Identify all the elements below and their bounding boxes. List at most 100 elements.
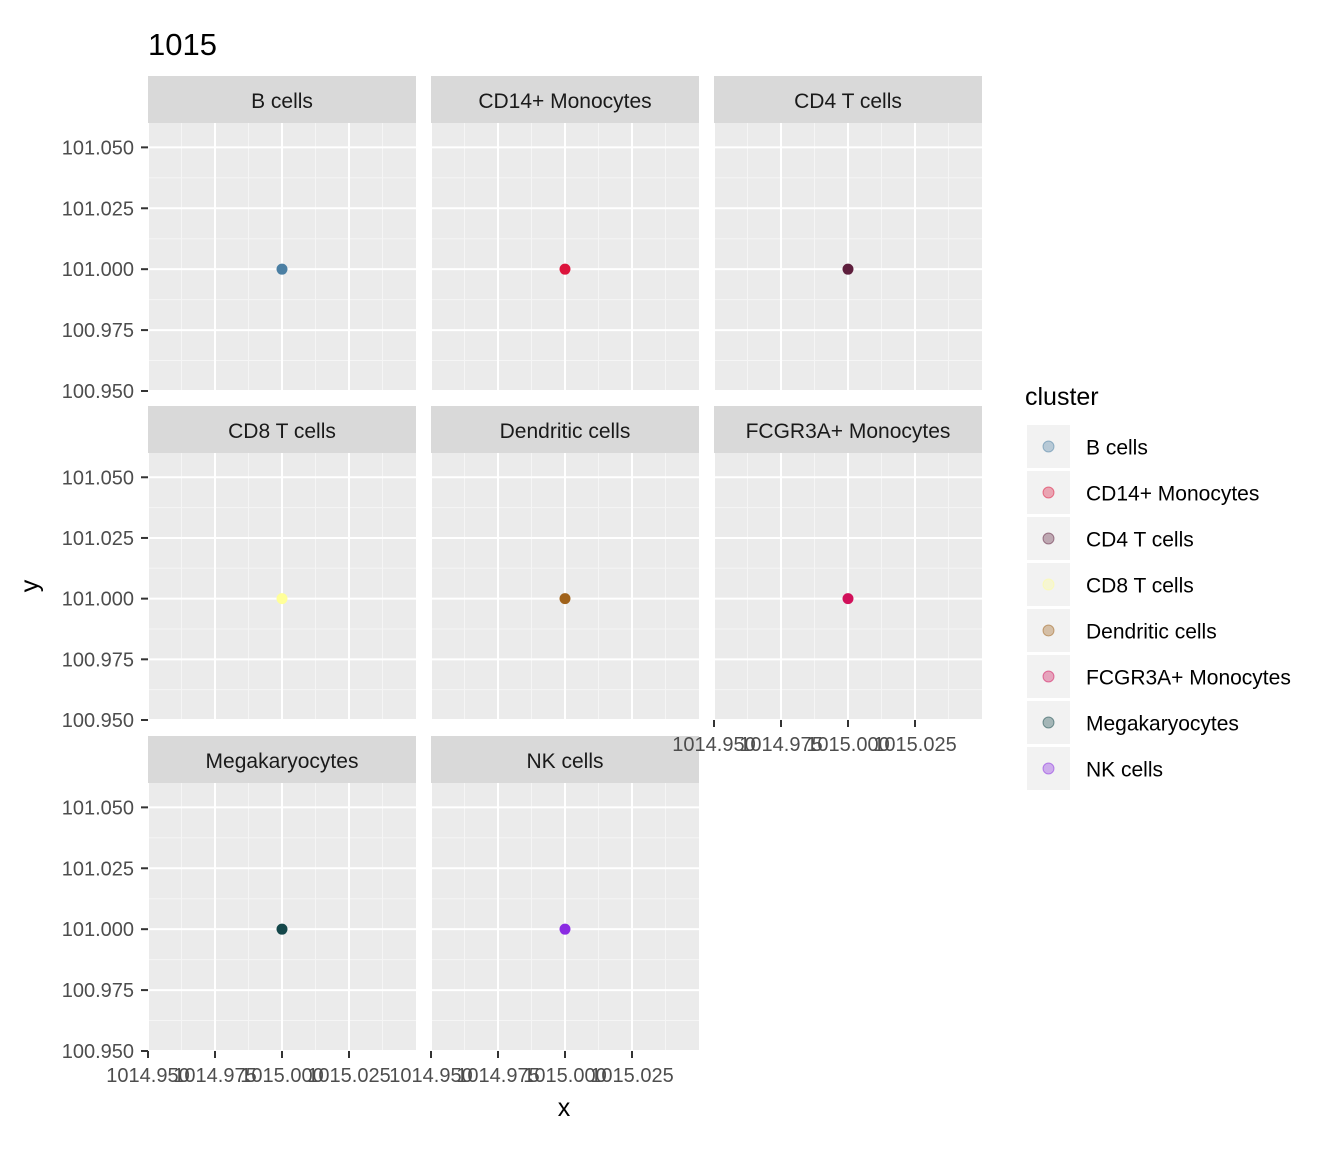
legend-key bbox=[1027, 425, 1070, 468]
legend-label: Megakaryocytes bbox=[1086, 713, 1239, 736]
legend: cluster B cells CD14+ Monocytes CD4 T cell… bbox=[1025, 383, 1291, 790]
panel-cd8-t-cells: CD8 T cells bbox=[147, 406, 416, 721]
chart-title: 1015 bbox=[148, 27, 217, 62]
strip-label: CD14+ Monocytes bbox=[478, 90, 651, 113]
y-tick-label: 101.025 bbox=[62, 528, 134, 550]
y-axes: 100.950100.975101.000101.025101.050100.9… bbox=[62, 137, 148, 1063]
data-point-cd14-monocytes bbox=[559, 263, 571, 275]
legend-key bbox=[1027, 701, 1070, 744]
x-axis-title: x bbox=[558, 1094, 571, 1122]
strip-cd14-monocytes bbox=[431, 76, 699, 123]
legend-swatch bbox=[1042, 624, 1055, 637]
x-tick-label: 1014.975 bbox=[173, 1065, 256, 1087]
legend-key bbox=[1027, 517, 1070, 560]
strip-dendritic-cells bbox=[431, 406, 699, 453]
y-tick-label: 101.050 bbox=[62, 467, 134, 489]
legend-items: B cells CD14+ Monocytes CD4 T cells CD8 T c… bbox=[1027, 425, 1291, 790]
legend-key bbox=[1027, 747, 1070, 790]
legend-label: CD14+ Monocytes bbox=[1086, 483, 1259, 506]
strip-label: CD4 T cells bbox=[794, 90, 902, 113]
y-tick-label: 101.025 bbox=[62, 858, 134, 880]
panel-dendritic-cells: Dendritic cells bbox=[430, 406, 699, 721]
legend-swatch bbox=[1042, 578, 1055, 591]
data-point-nk-cells bbox=[559, 923, 571, 935]
legend-label: CD8 T cells bbox=[1086, 575, 1194, 598]
x-axes: 1014.9501014.9751015.0001015.0251014.950… bbox=[106, 720, 957, 1087]
y-tick-label: 100.975 bbox=[62, 320, 134, 342]
legend-item-dendritic-cells: Dendritic cells bbox=[1027, 609, 1217, 652]
y-axis-row-2: 100.950 100.975 101.000 101.025 101.050 bbox=[62, 467, 148, 732]
legend-label: B cells bbox=[1086, 437, 1148, 460]
legend-item-nk-cells: NK cells bbox=[1027, 747, 1163, 790]
legend-item-fcgr3a-monocytes: FCGR3A+ Monocytes bbox=[1027, 655, 1291, 698]
data-point-cd4-t-cells bbox=[842, 263, 854, 275]
panel-cd4-t-cells: CD4 T cells bbox=[713, 76, 982, 392]
legend-item-cd4-t-cells: CD4 T cells bbox=[1027, 517, 1194, 560]
legend-key bbox=[1027, 563, 1070, 606]
legend-label: NK cells bbox=[1086, 759, 1163, 782]
legend-label: FCGR3A+ Monocytes bbox=[1086, 667, 1291, 690]
legend-title: cluster bbox=[1025, 383, 1099, 411]
x-tick-label: 1014.950 bbox=[106, 1065, 189, 1087]
legend-swatch bbox=[1042, 532, 1055, 545]
y-tick-label: 100.950 bbox=[62, 1041, 134, 1063]
y-tick-label: 100.950 bbox=[62, 381, 134, 403]
x-tick-label: 1015.000 bbox=[806, 734, 889, 756]
legend-label: Dendritic cells bbox=[1086, 621, 1217, 644]
panel-fcgr3a-monocytes: FCGR3A+ Monocytes bbox=[713, 406, 982, 721]
legend-item-megakaryocytes: Megakaryocytes bbox=[1027, 701, 1239, 744]
legend-swatch bbox=[1042, 762, 1055, 775]
panel-nk-cells: NK cells bbox=[430, 736, 699, 1052]
data-point-megakaryocytes bbox=[276, 923, 288, 935]
strip-cd4-t-cells bbox=[714, 76, 982, 123]
y-tick-label: 101.000 bbox=[62, 589, 134, 611]
x-tick-label: 1015.025 bbox=[873, 734, 956, 756]
y-tick-label: 101.050 bbox=[62, 137, 134, 159]
strip-cd8-t-cells bbox=[148, 406, 416, 453]
strip-megakaryocytes bbox=[148, 736, 416, 783]
data-point-cd8-t-cells bbox=[276, 593, 288, 605]
strip-label: FCGR3A+ Monocytes bbox=[746, 420, 951, 443]
legend-swatch bbox=[1042, 486, 1055, 499]
legend-item-b-cells: B cells bbox=[1027, 425, 1148, 468]
legend-swatch bbox=[1042, 716, 1055, 729]
legend-swatch bbox=[1042, 670, 1055, 683]
panel-cd14-monocytes: CD14+ Monocytes bbox=[430, 76, 699, 392]
y-tick-label: 100.975 bbox=[62, 649, 134, 671]
strip-label: NK cells bbox=[526, 750, 603, 773]
legend-item-cd14-monocytes: CD14+ Monocytes bbox=[1027, 471, 1259, 514]
y-tick-label: 100.950 bbox=[62, 710, 134, 732]
x-tick-label: 1015.025 bbox=[590, 1065, 673, 1087]
y-axis-title: y bbox=[16, 579, 44, 592]
x-tick-label: 1014.975 bbox=[456, 1065, 539, 1087]
strip-fcgr3a-monocytes bbox=[714, 406, 982, 453]
x-tick-label: 1014.950 bbox=[389, 1065, 472, 1087]
y-axis-row-3: 100.950 100.975 101.000 101.025 101.050 bbox=[62, 797, 148, 1063]
x-tick-label: 1015.000 bbox=[523, 1065, 606, 1087]
data-point-b-cells bbox=[276, 263, 288, 275]
x-tick-label: 1015.025 bbox=[307, 1065, 390, 1087]
y-tick-label: 101.050 bbox=[62, 797, 134, 819]
y-tick-label: 101.000 bbox=[62, 259, 134, 281]
legend-key bbox=[1027, 471, 1070, 514]
legend-key bbox=[1027, 609, 1070, 652]
x-tick-label: 1014.950 bbox=[672, 734, 755, 756]
legend-item-cd8-t-cells: CD8 T cells bbox=[1027, 563, 1194, 606]
legend-swatch bbox=[1042, 440, 1055, 453]
y-tick-label: 101.025 bbox=[62, 198, 134, 220]
x-tick-label: 1015.000 bbox=[240, 1065, 323, 1087]
x-tick-label: 1014.975 bbox=[739, 734, 822, 756]
legend-label: CD4 T cells bbox=[1086, 529, 1194, 552]
strip-label: Dendritic cells bbox=[500, 420, 631, 443]
legend-key bbox=[1027, 655, 1070, 698]
strip-label: B cells bbox=[251, 90, 313, 113]
panel-megakaryocytes: Megakaryocytes bbox=[147, 736, 416, 1052]
strip-b-cells bbox=[148, 76, 416, 123]
panel-b-cells: B cells bbox=[147, 76, 416, 392]
y-tick-label: 100.975 bbox=[62, 980, 134, 1002]
facet-panels: B cells CD14+ Monocytes CD4 T cells CD8 T c… bbox=[147, 76, 982, 1052]
